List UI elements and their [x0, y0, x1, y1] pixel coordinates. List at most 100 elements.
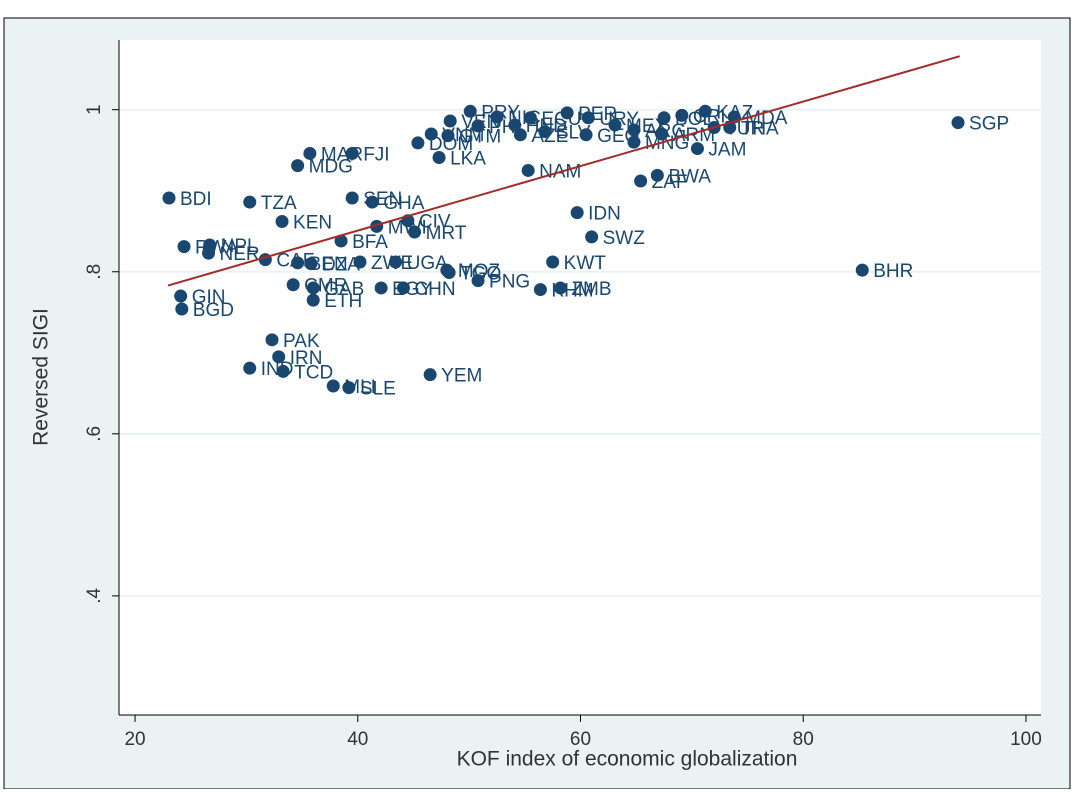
point-label: BWA [668, 166, 711, 187]
point-label: MOZ [458, 261, 501, 282]
point-label: BHR [873, 261, 913, 282]
point [675, 108, 689, 122]
point [424, 127, 438, 141]
point [275, 215, 289, 229]
point-label: DZA [322, 255, 360, 276]
point [538, 125, 552, 139]
point-label: SWZ [603, 228, 646, 249]
point [442, 266, 456, 280]
point-label: NPL [221, 236, 258, 257]
point [396, 281, 410, 295]
point-label: TCD [294, 362, 333, 383]
point [306, 281, 320, 295]
point [581, 111, 595, 125]
point [471, 274, 485, 288]
point [490, 110, 504, 124]
point-label: PAK [283, 331, 320, 352]
point [276, 364, 290, 378]
point-label: BEN [309, 254, 348, 275]
point [265, 333, 279, 347]
point [177, 240, 191, 254]
point [432, 150, 446, 164]
point [243, 361, 257, 375]
point-label: GHA [383, 193, 425, 214]
x-tick-label: 20 [124, 729, 145, 750]
y-tick-label: .8 [84, 264, 105, 280]
point [326, 379, 340, 393]
point-label: TZA [261, 193, 297, 214]
plot-area [119, 40, 1041, 715]
point-label: KWT [564, 253, 607, 274]
point [471, 119, 485, 133]
point-label: SGP [969, 114, 1009, 135]
point [408, 225, 422, 239]
point-label: NER [220, 244, 260, 265]
point [546, 255, 560, 269]
point [627, 135, 641, 149]
point-label: GAB [324, 279, 364, 300]
point-label: DOM [429, 134, 473, 155]
point-label: MDA [745, 108, 788, 129]
point [291, 159, 305, 173]
point-label: IRN [290, 348, 323, 369]
point-label: GIN [192, 287, 226, 308]
point-label: KEN [293, 213, 332, 234]
y-tick-label: .6 [84, 426, 105, 442]
point [513, 128, 527, 142]
point [286, 278, 300, 292]
point [463, 104, 477, 118]
point [627, 123, 641, 137]
point [443, 114, 457, 128]
point [579, 128, 593, 142]
point-label: FJI [363, 144, 389, 165]
point-label: JAM [708, 140, 746, 161]
point [272, 350, 286, 364]
point [304, 257, 318, 271]
point [345, 146, 359, 160]
point [690, 142, 704, 156]
point [951, 116, 965, 130]
point [291, 256, 305, 270]
y-tick-label: .4 [84, 588, 105, 604]
point-label: UGA [407, 253, 449, 274]
y-axis-label: Reversed SIGI [30, 308, 53, 446]
point [303, 146, 317, 160]
x-axis-label: KOF index of economic globalization [457, 748, 798, 771]
point [306, 293, 320, 307]
point [570, 206, 584, 220]
point [345, 191, 359, 205]
point [855, 263, 869, 277]
point [441, 129, 455, 143]
y-tick-label: 1 [84, 104, 105, 115]
x-tick-label: 40 [347, 729, 368, 750]
point [174, 289, 188, 303]
point-label: ARG [645, 121, 686, 142]
point-label: ETH [324, 291, 362, 312]
point [533, 283, 547, 297]
point-label: ZMB [571, 279, 611, 300]
point [657, 111, 671, 125]
point [521, 163, 535, 177]
point [634, 174, 648, 188]
point [334, 234, 348, 248]
point [202, 246, 216, 260]
point-label: TGO [460, 264, 501, 285]
point [585, 230, 599, 244]
point-label: BDI [180, 189, 212, 210]
point-label: YEM [441, 366, 482, 387]
point-label: IDN [588, 204, 621, 225]
point [374, 281, 388, 295]
point-label: GEO [597, 126, 639, 147]
point-label: SLE [360, 379, 396, 400]
point [389, 255, 403, 269]
point [508, 118, 522, 132]
fit-line [167, 55, 961, 287]
point-label: PNG [489, 272, 530, 293]
x-tick-label: 100 [1010, 729, 1042, 750]
point-label: CIV [419, 212, 451, 233]
point [243, 195, 257, 209]
point [365, 195, 379, 209]
point [342, 381, 356, 395]
x-tick-label: 60 [570, 729, 591, 750]
